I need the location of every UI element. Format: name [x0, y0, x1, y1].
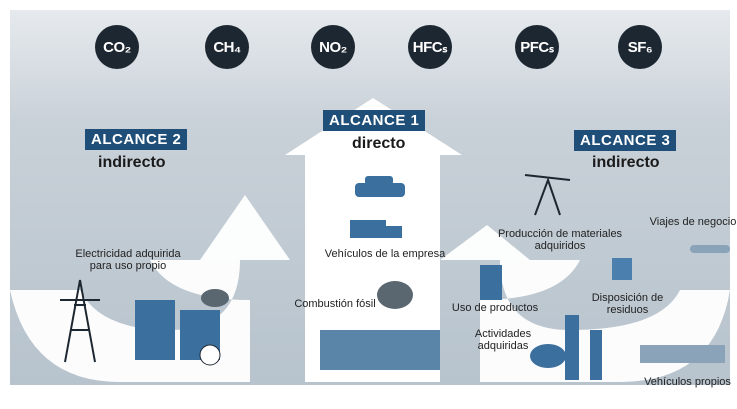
item-label: Actividades adquiridas	[468, 328, 538, 352]
infographic: CO₂ CH₄ NO₂ HFCₛ PFCₛ SF₆ ALCANCE 2 indi…	[0, 0, 737, 409]
gas: CH₄	[205, 25, 249, 69]
gas: CO₂	[95, 25, 139, 69]
item-label: Producción de materiales adquiridos	[495, 228, 625, 252]
item-label: Uso de productos	[445, 302, 545, 314]
item-label: Vehículos de la empresa	[320, 248, 450, 260]
item-label: Viajes de negocio	[648, 216, 737, 228]
scope-badge: ALCANCE 1	[323, 110, 425, 131]
item-label: Disposición de residuos	[590, 292, 665, 316]
item-label: Combustión fósil	[285, 298, 385, 310]
scope-label: indirecto	[98, 154, 166, 172]
scope-label: directo	[352, 135, 405, 153]
gas: PFCₛ	[515, 25, 559, 69]
scope-label: indirecto	[592, 154, 660, 172]
scope-badge: ALCANCE 3	[574, 130, 676, 151]
item-label: Vehículos propios	[640, 376, 735, 388]
item-label: Electricidad adquirida para uso propio	[68, 248, 188, 272]
gas: NO₂	[311, 25, 355, 69]
gas: SF₆	[618, 25, 662, 69]
scope-badge: ALCANCE 2	[85, 129, 187, 150]
gas: HFCₛ	[408, 25, 452, 69]
